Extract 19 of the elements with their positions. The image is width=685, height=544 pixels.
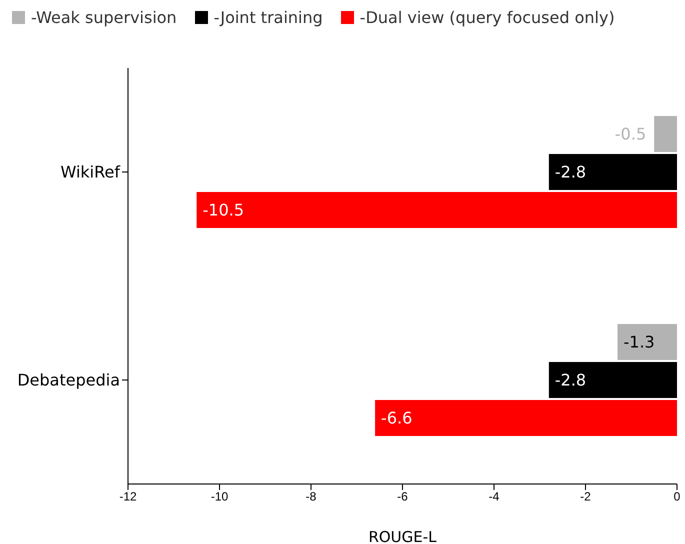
data-label: -0.5 bbox=[614, 124, 646, 144]
y-tick-label: Debatepedia bbox=[17, 370, 120, 390]
data-label: -2.8 bbox=[554, 370, 586, 390]
x-axis-title: ROUGE-L bbox=[368, 528, 438, 544]
x-tick-label: -6 bbox=[397, 490, 408, 504]
legend-label: -Joint training bbox=[214, 8, 323, 26]
legend-label: -Dual view (query focused only) bbox=[360, 8, 615, 26]
data-label: -6.6 bbox=[381, 408, 412, 428]
data-label: -1.3 bbox=[624, 332, 655, 352]
x-tick-label: -8 bbox=[306, 490, 317, 504]
x-tick-label: 0 bbox=[674, 490, 681, 504]
x-tick-label: -4 bbox=[488, 490, 500, 504]
x-tick-label: -2 bbox=[580, 490, 592, 504]
legend-label: -Weak supervision bbox=[31, 8, 177, 26]
y-tick-label: WikiRef bbox=[60, 162, 120, 182]
x-tick-label: -10 bbox=[210, 490, 228, 504]
data-label: -2.8 bbox=[554, 162, 586, 182]
data-label: -10.5 bbox=[202, 200, 244, 220]
x-tick-label: -12 bbox=[119, 490, 137, 504]
